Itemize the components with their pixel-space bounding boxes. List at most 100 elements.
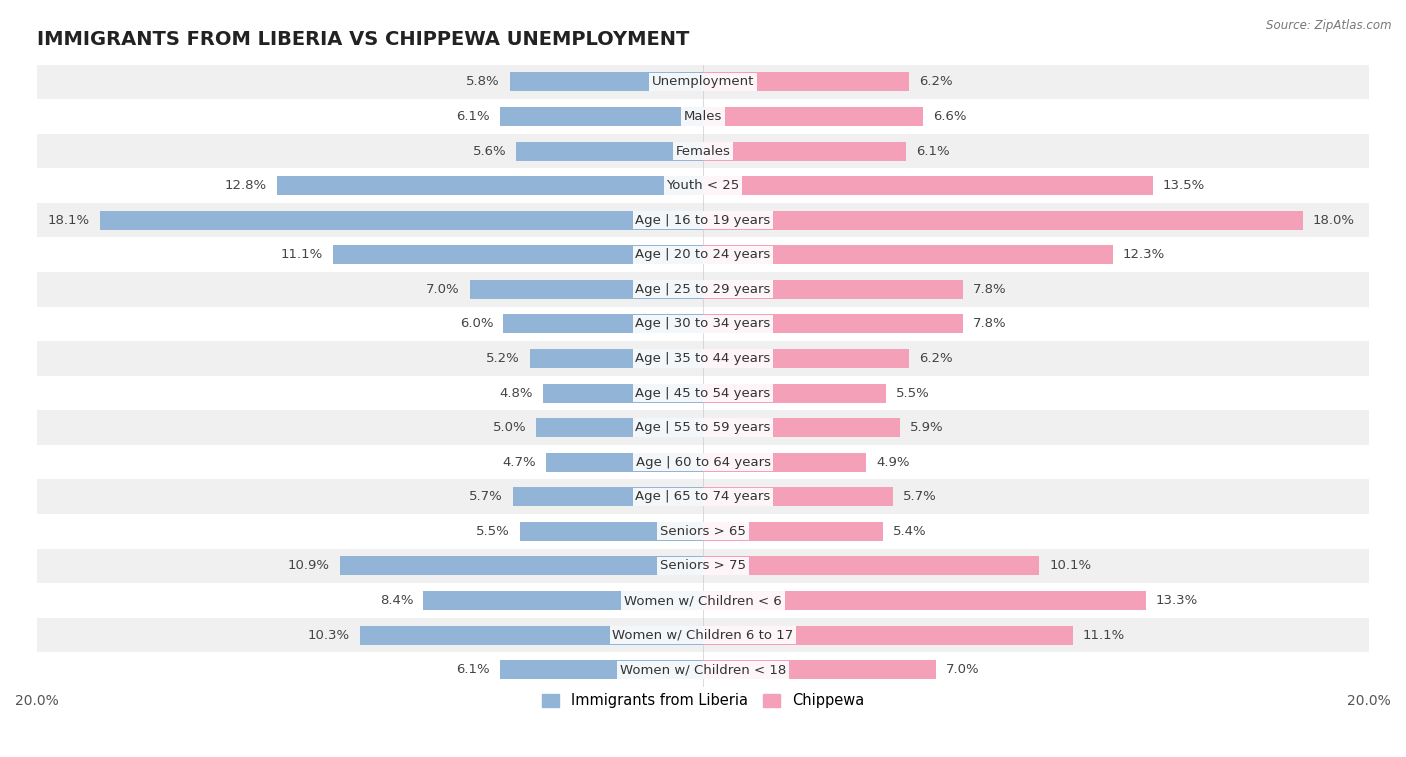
Bar: [37, 653, 1369, 687]
Bar: [37, 168, 1369, 203]
Bar: [37, 238, 1369, 272]
Bar: [499, 107, 703, 126]
Bar: [37, 618, 1369, 653]
Bar: [703, 384, 886, 403]
Bar: [37, 307, 1369, 341]
Bar: [513, 488, 703, 506]
Bar: [703, 314, 963, 333]
Text: Age | 20 to 24 years: Age | 20 to 24 years: [636, 248, 770, 261]
Bar: [703, 142, 907, 160]
Text: 4.8%: 4.8%: [499, 387, 533, 400]
Bar: [543, 384, 703, 403]
Text: 5.5%: 5.5%: [896, 387, 929, 400]
Bar: [37, 203, 1369, 238]
Bar: [703, 73, 910, 92]
Text: Age | 25 to 29 years: Age | 25 to 29 years: [636, 283, 770, 296]
Bar: [703, 556, 1039, 575]
Text: 6.0%: 6.0%: [460, 317, 494, 330]
Bar: [37, 99, 1369, 134]
Bar: [703, 488, 893, 506]
Text: 4.9%: 4.9%: [876, 456, 910, 469]
Bar: [37, 583, 1369, 618]
Text: 5.5%: 5.5%: [477, 525, 510, 538]
Bar: [499, 660, 703, 679]
Text: 18.0%: 18.0%: [1313, 213, 1354, 226]
Text: 6.1%: 6.1%: [456, 110, 489, 123]
Text: Youth < 25: Youth < 25: [666, 179, 740, 192]
Text: 7.0%: 7.0%: [946, 663, 980, 676]
Bar: [37, 479, 1369, 514]
Text: 10.3%: 10.3%: [308, 628, 350, 642]
Bar: [703, 660, 936, 679]
Bar: [360, 625, 703, 645]
Text: 7.8%: 7.8%: [973, 317, 1007, 330]
Bar: [340, 556, 703, 575]
Text: Source: ZipAtlas.com: Source: ZipAtlas.com: [1267, 19, 1392, 32]
Text: 11.1%: 11.1%: [281, 248, 323, 261]
Text: 5.4%: 5.4%: [893, 525, 927, 538]
Text: 12.3%: 12.3%: [1122, 248, 1166, 261]
Bar: [530, 349, 703, 368]
Text: 13.3%: 13.3%: [1156, 594, 1198, 607]
Text: Age | 35 to 44 years: Age | 35 to 44 years: [636, 352, 770, 365]
Text: 10.1%: 10.1%: [1049, 559, 1091, 572]
Text: 5.2%: 5.2%: [486, 352, 520, 365]
Text: 5.9%: 5.9%: [910, 421, 943, 434]
Text: 6.2%: 6.2%: [920, 352, 953, 365]
Bar: [703, 176, 1153, 195]
Bar: [516, 142, 703, 160]
Text: Women w/ Children < 6: Women w/ Children < 6: [624, 594, 782, 607]
Text: 5.0%: 5.0%: [494, 421, 526, 434]
Bar: [703, 245, 1112, 264]
Text: Unemployment: Unemployment: [652, 76, 754, 89]
Text: IMMIGRANTS FROM LIBERIA VS CHIPPEWA UNEMPLOYMENT: IMMIGRANTS FROM LIBERIA VS CHIPPEWA UNEM…: [37, 30, 689, 49]
Text: 5.7%: 5.7%: [903, 491, 936, 503]
Bar: [703, 107, 922, 126]
Bar: [37, 549, 1369, 583]
Bar: [703, 522, 883, 540]
Legend: Immigrants from Liberia, Chippewa: Immigrants from Liberia, Chippewa: [536, 687, 870, 714]
Bar: [537, 418, 703, 437]
Text: 5.6%: 5.6%: [472, 145, 506, 157]
Bar: [703, 349, 910, 368]
Text: 6.6%: 6.6%: [932, 110, 966, 123]
Text: Age | 16 to 19 years: Age | 16 to 19 years: [636, 213, 770, 226]
Text: Age | 30 to 34 years: Age | 30 to 34 years: [636, 317, 770, 330]
Text: 6.1%: 6.1%: [456, 663, 489, 676]
Text: 7.8%: 7.8%: [973, 283, 1007, 296]
Text: 5.7%: 5.7%: [470, 491, 503, 503]
Bar: [547, 453, 703, 472]
Text: 13.5%: 13.5%: [1163, 179, 1205, 192]
Text: Age | 65 to 74 years: Age | 65 to 74 years: [636, 491, 770, 503]
Text: 4.7%: 4.7%: [503, 456, 537, 469]
Text: 10.9%: 10.9%: [288, 559, 330, 572]
Bar: [37, 514, 1369, 549]
Text: 8.4%: 8.4%: [380, 594, 413, 607]
Text: Seniors > 65: Seniors > 65: [659, 525, 747, 538]
Bar: [423, 591, 703, 610]
Bar: [703, 591, 1146, 610]
Text: Males: Males: [683, 110, 723, 123]
Bar: [277, 176, 703, 195]
Text: 6.1%: 6.1%: [917, 145, 950, 157]
Bar: [520, 522, 703, 540]
Bar: [37, 410, 1369, 445]
Text: Age | 55 to 59 years: Age | 55 to 59 years: [636, 421, 770, 434]
Bar: [470, 280, 703, 299]
Text: Age | 45 to 54 years: Age | 45 to 54 years: [636, 387, 770, 400]
Bar: [333, 245, 703, 264]
Bar: [703, 210, 1302, 229]
Bar: [37, 341, 1369, 375]
Text: 5.8%: 5.8%: [467, 76, 499, 89]
Bar: [703, 453, 866, 472]
Bar: [37, 64, 1369, 99]
Bar: [37, 272, 1369, 307]
Bar: [703, 418, 900, 437]
Text: 18.1%: 18.1%: [48, 213, 90, 226]
Bar: [37, 375, 1369, 410]
Bar: [703, 280, 963, 299]
Text: Age | 60 to 64 years: Age | 60 to 64 years: [636, 456, 770, 469]
Bar: [100, 210, 703, 229]
Bar: [510, 73, 703, 92]
Text: 12.8%: 12.8%: [225, 179, 267, 192]
